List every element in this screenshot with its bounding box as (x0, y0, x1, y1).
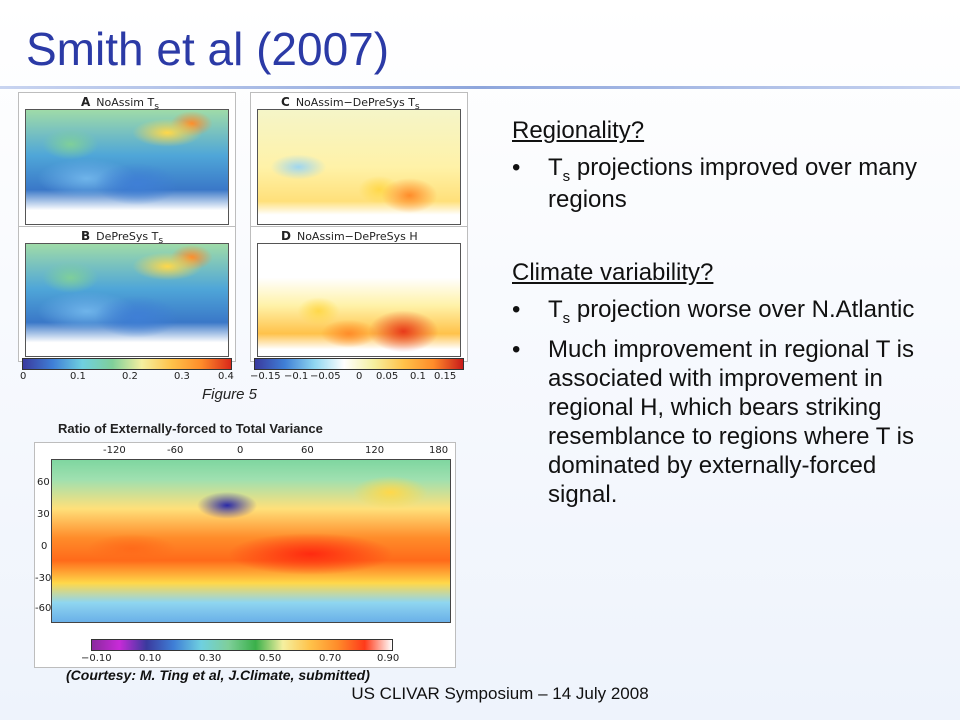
panel-a-label: A NoAssim Ts (81, 95, 160, 113)
colorbar-right-ticks: −0.15 −0.1 −0.05 0 0.05 0.1 0.15 (250, 371, 457, 382)
map-noassim-minus-depresys-h (257, 243, 461, 357)
text-column: Regionality? • Ts projections improved o… (512, 116, 942, 517)
panel-c-label: C NoAssim−DePreSys Ts (281, 95, 420, 113)
panel-d-label: D NoAssim−DePreSys H (281, 229, 418, 243)
ratio-map-longitude-ticks: -120 -60 0 60 120 180 (103, 445, 449, 456)
map-noassim-ts (25, 109, 229, 225)
bullet-improvement: • Much improvement in regional T is asso… (512, 336, 914, 508)
ratio-map-latitude-ticks: 60 30 0 -30 -60 (35, 477, 52, 614)
heading-climate-variability: Climate variability? (512, 259, 714, 286)
figure-caption: Figure 5 (202, 386, 258, 403)
ratio-colorbar-ticks: −0.10 0.10 0.30 0.50 0.70 0.90 (81, 653, 400, 664)
title-divider (0, 86, 960, 89)
panel-b: B DePreSys Ts (18, 226, 236, 362)
ratio-map (51, 459, 451, 623)
slide-footer: US CLIVAR Symposium – 14 July 2008 (351, 684, 649, 703)
bullet-dot: • (512, 154, 521, 181)
ratio-map-title: Ratio of Externally-forced to Total Vari… (58, 421, 323, 436)
map-depresys-ts (25, 243, 229, 357)
bullet-ts-projections: • Ts projections improved over many regi… (512, 154, 917, 213)
colorbar-left (22, 358, 232, 370)
ratio-map-panel: -120 -60 0 60 120 180 60 30 0 -30 -60 −0… (34, 442, 456, 668)
colorbar-right (254, 358, 464, 370)
bullet-dot: • (512, 336, 521, 363)
panel-b-label: B DePreSys Ts (81, 229, 164, 247)
panel-c: C NoAssim−DePreSys Ts (250, 92, 468, 230)
courtesy-credit: (Courtesy: M. Ting et al, J.Climate, sub… (66, 667, 370, 683)
panel-a: A NoAssim Ts (18, 92, 236, 230)
heading-regionality: Regionality? (512, 117, 645, 144)
map-noassim-minus-depresys-ts (257, 109, 461, 225)
panel-d: D NoAssim−DePreSys H (250, 226, 468, 362)
bullet-ts-worse: • Ts projection worse over N.Atlantic (512, 296, 915, 327)
colorbar-left-ticks: 0 0.1 0.2 0.3 0.4 (20, 371, 234, 382)
bullet-dot: • (512, 296, 521, 323)
slide-title: Smith et al (2007) (26, 23, 390, 75)
ratio-colorbar (91, 639, 393, 651)
